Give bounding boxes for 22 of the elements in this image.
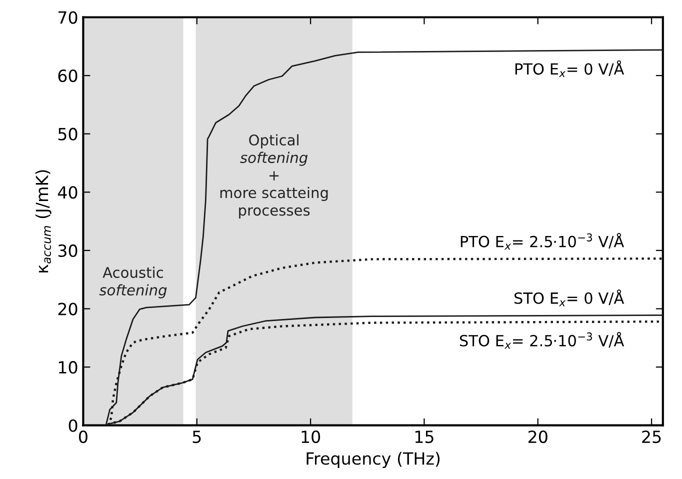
series-label: STO E$_{x}$= 0 V/Å [514, 290, 624, 306]
x-tick-label: 25 [642, 430, 661, 444]
x-tick-label: 20 [528, 430, 548, 444]
y-tick-label: 40 [58, 186, 78, 199]
y-tick-label: 60 [58, 70, 78, 82]
band-label: Acoustic softening [99, 266, 167, 298]
y-tick-label: 20 [58, 302, 78, 316]
x-tick-label: 10 [302, 430, 320, 444]
series-label: PTO E$_{x}$= 0 V/Å [515, 60, 624, 78]
y-tick-label: 30 [58, 244, 78, 258]
x-tick-label: 0 [79, 430, 88, 444]
x-tick-label: 5 [192, 430, 201, 444]
y-tick-label: 50 [58, 128, 78, 140]
series-label: PTO E$_{x}$= 2.5·10$^{−3}$ V/Å [460, 232, 624, 250]
y-axis-title: κ$_{accum}$ (J/mK) [35, 170, 52, 272]
x-tick-label: 15 [415, 430, 434, 444]
band-label: Optical softening + more scatteing processes [220, 134, 328, 219]
x-axis-title: Frequency (THz) [306, 452, 440, 468]
y-tick-label: 10 [58, 361, 78, 374]
y-tick-label: 70 [58, 11, 78, 24]
y-tick-label: 0 [68, 419, 78, 432]
series-label: STO E$_{x}$= 2.5·10$^{−3}$ V/Å [460, 332, 624, 349]
